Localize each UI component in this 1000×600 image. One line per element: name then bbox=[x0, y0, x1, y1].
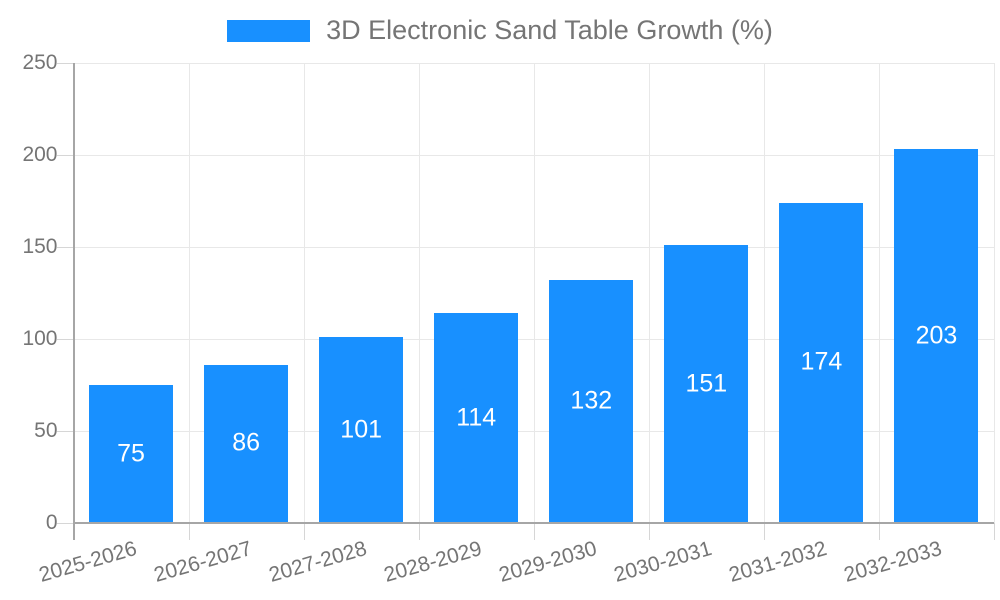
x-gridline bbox=[188, 63, 190, 523]
y-tick-mark bbox=[56, 523, 74, 524]
bar[interactable]: 151 bbox=[664, 245, 749, 522]
x-gridline bbox=[648, 63, 650, 523]
bar[interactable]: 203 bbox=[894, 149, 979, 522]
bar-value-label: 174 bbox=[800, 347, 843, 376]
x-tick-mark bbox=[648, 523, 650, 540]
y-tick-mark bbox=[56, 63, 74, 64]
bar[interactable]: 101 bbox=[319, 337, 404, 522]
x-tick-mark bbox=[878, 523, 880, 540]
y-tick-mark bbox=[56, 339, 74, 340]
y-tick-label: 200 bbox=[22, 143, 58, 166]
bar-value-label: 203 bbox=[915, 321, 958, 350]
y-tick-mark bbox=[56, 155, 74, 156]
x-gridline bbox=[878, 63, 880, 523]
bar[interactable]: 174 bbox=[779, 202, 864, 522]
x-tick-label: 2029-2030 bbox=[496, 537, 600, 587]
x-tick-label: 2027-2028 bbox=[266, 537, 370, 587]
x-gridline bbox=[533, 63, 535, 523]
bar-value-label: 132 bbox=[570, 386, 613, 415]
y-tick-label: 50 bbox=[34, 419, 58, 442]
x-tick-label: 2025-2026 bbox=[36, 537, 140, 587]
legend-swatch-icon bbox=[227, 19, 311, 42]
bar-value-label: 114 bbox=[456, 403, 497, 432]
bar-value-label: 86 bbox=[232, 428, 260, 457]
y-axis-line bbox=[72, 63, 75, 540]
x-tick-mark bbox=[188, 523, 190, 540]
y-tick-label: 0 bbox=[45, 511, 58, 534]
legend[interactable]: 3D Electronic Sand Table Growth (%) bbox=[0, 17, 1000, 44]
x-tick-mark bbox=[533, 523, 535, 540]
legend-label: 3D Electronic Sand Table Growth (%) bbox=[326, 15, 773, 45]
x-tick-mark bbox=[303, 523, 305, 540]
x-tick-mark bbox=[763, 523, 765, 540]
x-gridline bbox=[418, 63, 420, 523]
x-gridline bbox=[763, 63, 765, 523]
y-tick-label: 100 bbox=[22, 327, 58, 350]
x-tick-mark bbox=[994, 523, 995, 540]
bar-value-label: 75 bbox=[117, 439, 145, 467]
bar-value-label: 101 bbox=[340, 415, 383, 444]
x-gridline bbox=[303, 63, 305, 523]
y-tick-label: 150 bbox=[22, 235, 58, 258]
x-gridline bbox=[994, 63, 995, 523]
y-tick-mark bbox=[56, 431, 74, 432]
y-tick-mark bbox=[56, 247, 74, 248]
x-axis-line bbox=[72, 522, 994, 524]
x-tick-label: 2030-2031 bbox=[611, 537, 715, 587]
x-tick-label: 2028-2029 bbox=[381, 537, 485, 587]
bar[interactable]: 114 bbox=[434, 313, 519, 522]
bar-value-label: 151 bbox=[685, 369, 728, 398]
x-tick-label: 2026-2027 bbox=[151, 537, 255, 587]
x-tick-label: 2032-2033 bbox=[841, 537, 945, 587]
x-tick-label: 2031-2032 bbox=[726, 537, 830, 587]
bar[interactable]: 132 bbox=[549, 280, 634, 522]
y-tick-label: 250 bbox=[22, 51, 58, 74]
x-tick-mark bbox=[418, 523, 420, 540]
bar[interactable]: 86 bbox=[204, 364, 289, 522]
bar[interactable]: 75 bbox=[89, 385, 174, 522]
